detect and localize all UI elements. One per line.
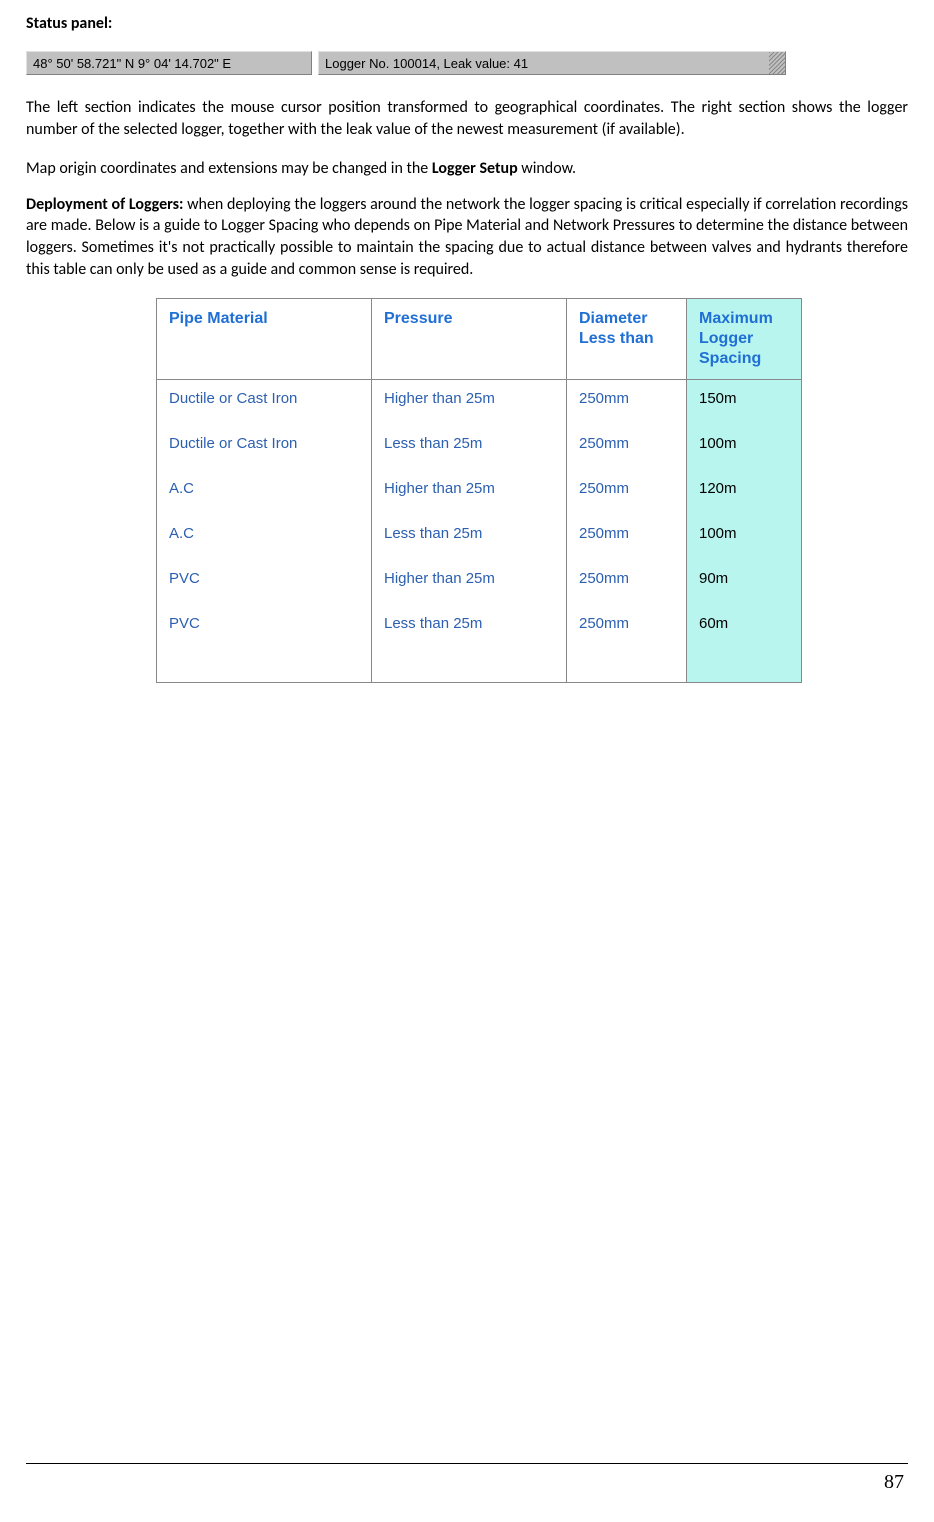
val: Less than 25m [384,615,554,632]
val: 100m [699,525,789,542]
header-pressure: Pressure [372,299,567,380]
header-material: Pipe Material [157,299,372,380]
status-panel: 48° 50' 58.721" N 9° 04' 14.702" E Logge… [26,51,786,75]
val: PVC [169,615,359,632]
status-coords: 48° 50' 58.721" N 9° 04' 14.702" E [26,51,312,75]
cell-material: Ductile or Cast Iron Ductile or Cast Iro… [157,380,372,683]
val: Higher than 25m [384,570,554,587]
val: Higher than 25m [384,390,554,407]
status-logger: Logger No. 100014, Leak value: 41 [318,51,786,75]
header-diameter: Diameter Less than [567,299,687,380]
logger-spacing-table: Pipe Material Pressure Diameter Less tha… [156,298,802,683]
paragraph-3: Deployment of Loggers: when deploying th… [26,194,908,280]
status-logger-text: Logger No. 100014, Leak value: 41 [325,56,528,71]
val: 150m [699,390,789,407]
cell-pressure: Higher than 25m Less than 25m Higher tha… [372,380,567,683]
val: A.C [169,480,359,497]
val: PVC [169,570,359,587]
val: 100m [699,435,789,452]
val: Ductile or Cast Iron [169,390,359,407]
val: 250mm [579,615,674,632]
table-row: Ductile or Cast Iron Ductile or Cast Iro… [157,380,802,683]
val: 250mm [579,480,674,497]
para2-pre: Map origin coordinates and extensions ma… [26,159,432,178]
val: Ductile or Cast Iron [169,435,359,452]
para2-bold: Logger Setup [432,159,518,178]
paragraph-2: Map origin coordinates and extensions ma… [26,158,908,180]
table-header-row: Pipe Material Pressure Diameter Less tha… [157,299,802,380]
val: 250mm [579,570,674,587]
resize-grip-icon [769,52,785,74]
para2-post: window. [518,159,576,178]
para3-bold: Deployment of Loggers: [26,195,183,214]
val: 120m [699,480,789,497]
val: 250mm [579,435,674,452]
val: 250mm [579,525,674,542]
val: 60m [699,615,789,632]
val: Less than 25m [384,435,554,452]
footer-divider [26,1463,908,1464]
val: Less than 25m [384,525,554,542]
section-heading: Status panel: [26,14,908,33]
val: A.C [169,525,359,542]
cell-spacing: 150m 100m 120m 100m 90m 60m [687,380,802,683]
paragraph-1: The left section indicates the mouse cur… [26,97,908,140]
val: Higher than 25m [384,480,554,497]
page-number: 87 [884,1471,904,1494]
header-spacing: Maximum Logger Spacing [687,299,802,380]
val: 250mm [579,390,674,407]
val: 90m [699,570,789,587]
cell-diameter: 250mm 250mm 250mm 250mm 250mm 250mm [567,380,687,683]
